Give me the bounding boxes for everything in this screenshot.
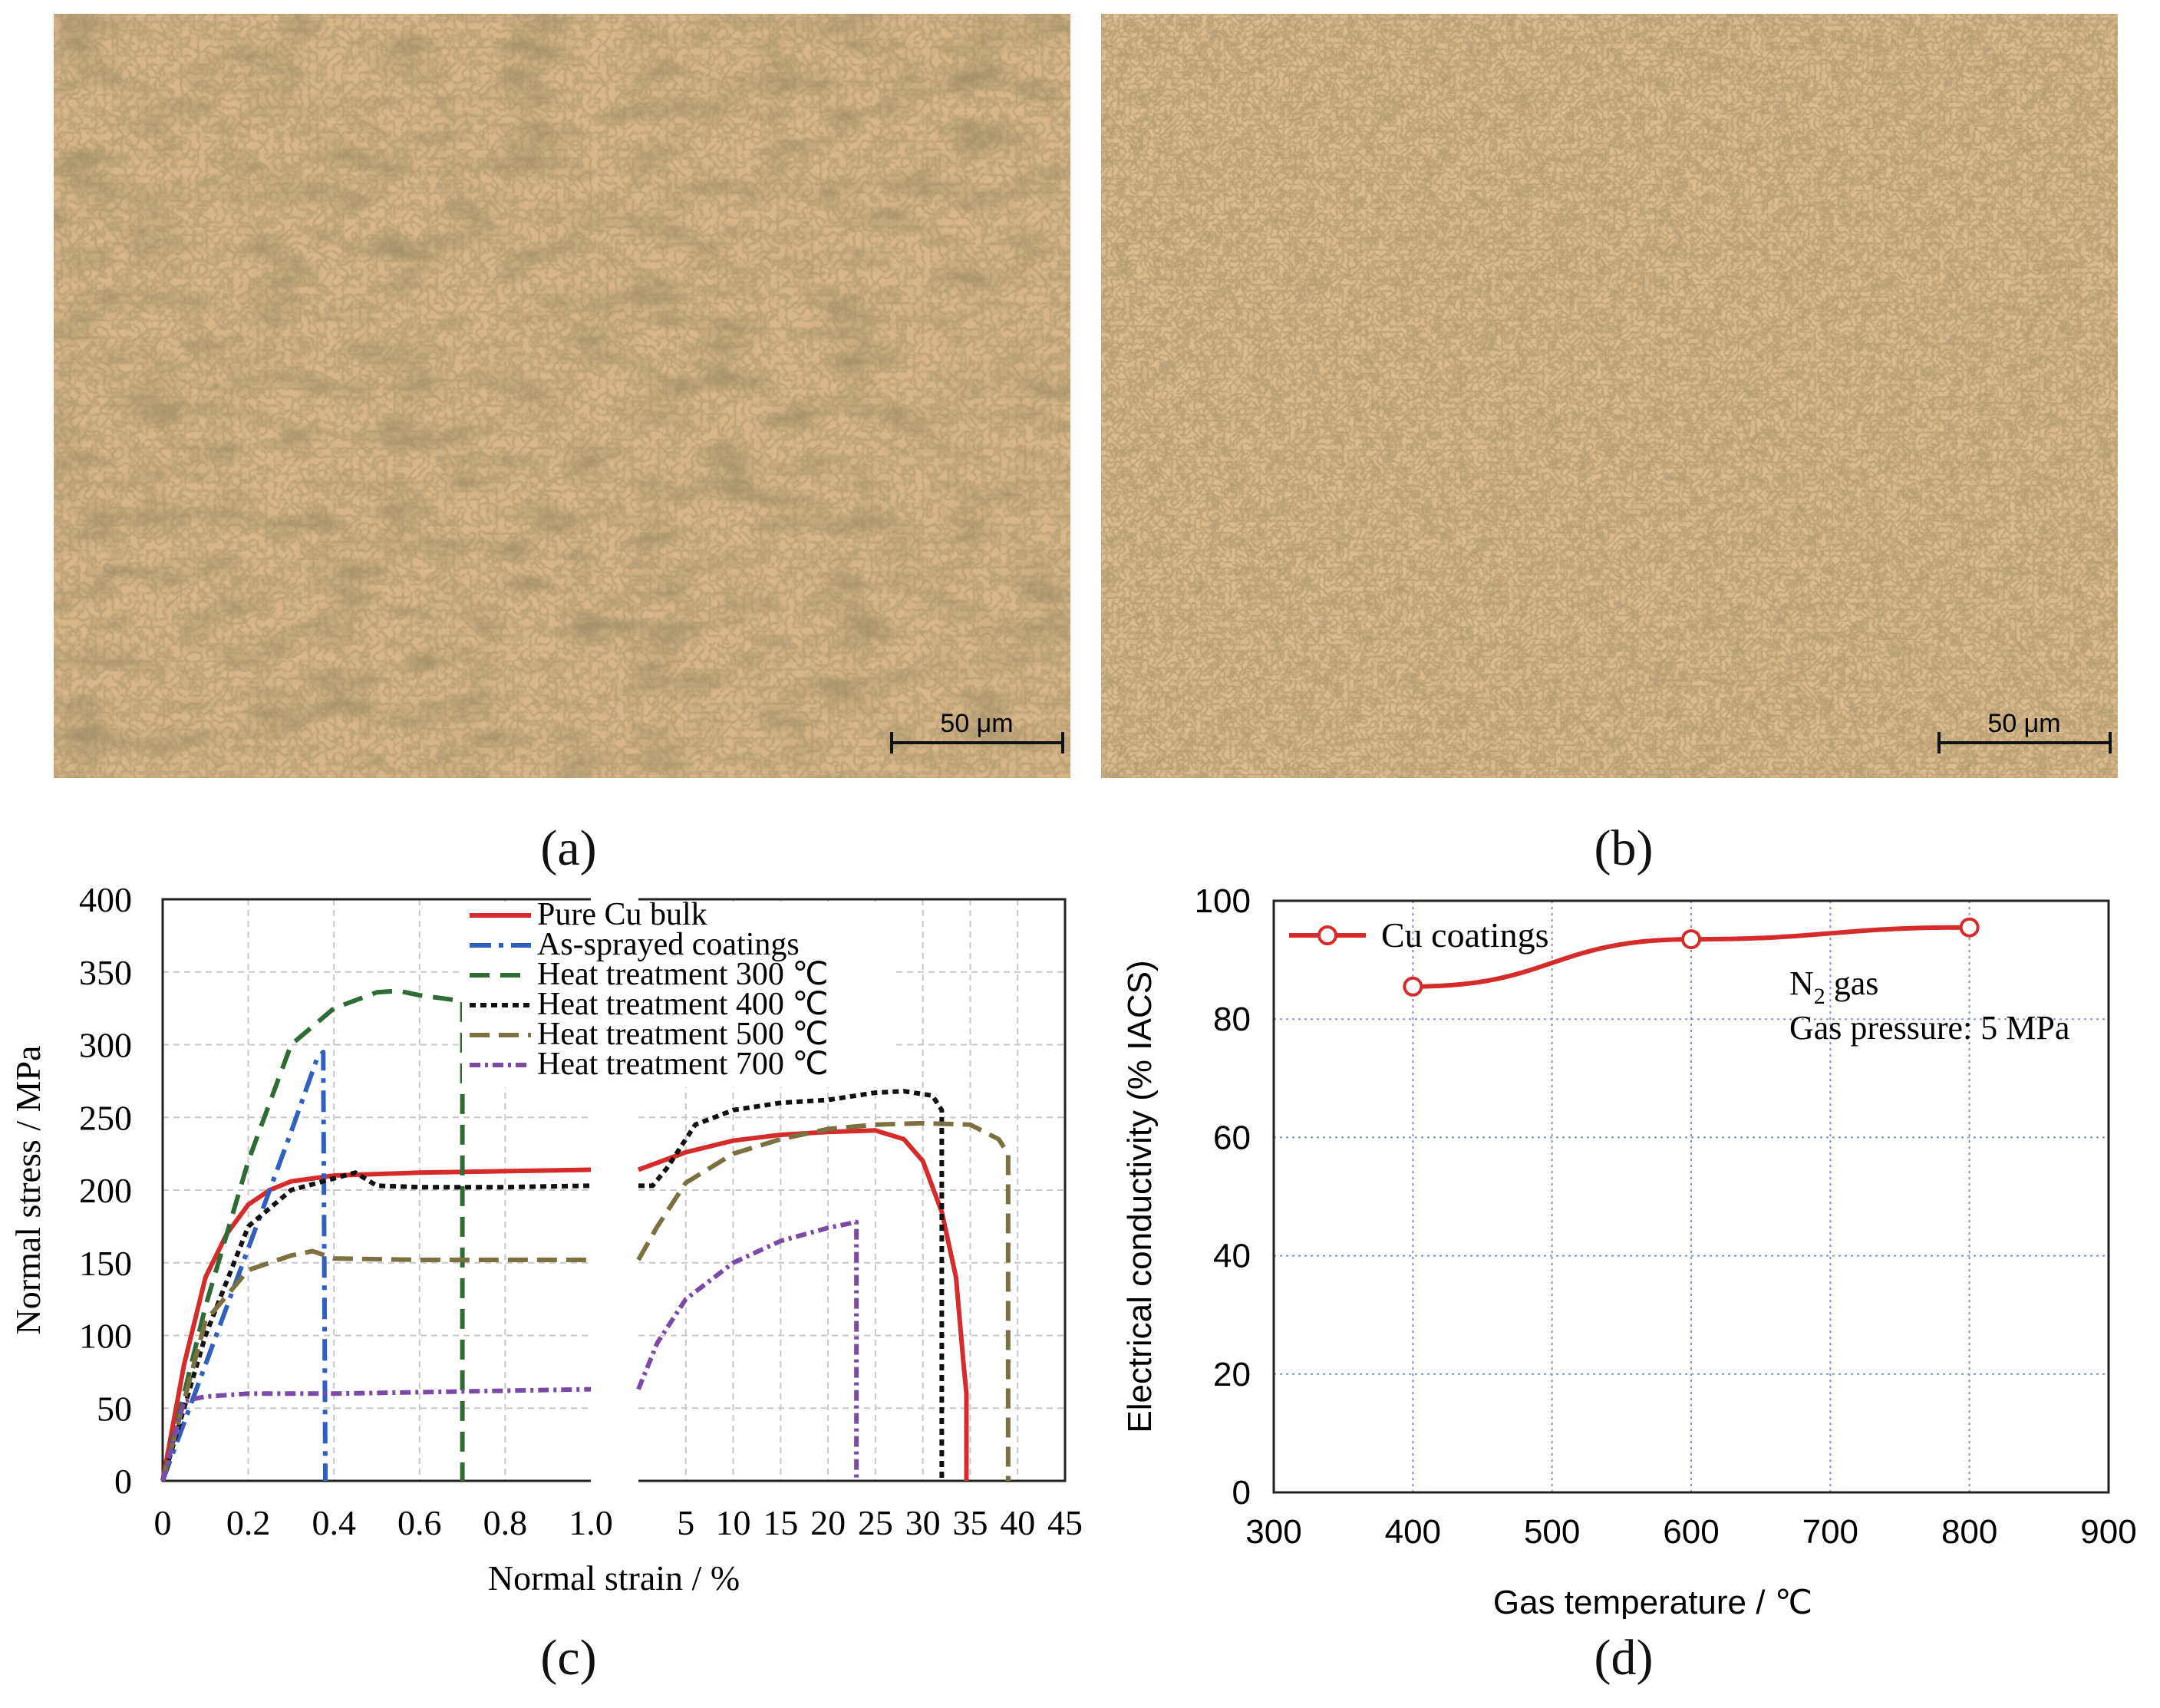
annotation-pressure: Gas pressure: 5 MPa: [1789, 1009, 2069, 1047]
y-tick-label: 300: [79, 1026, 132, 1065]
y-tick-label: 0: [1232, 1474, 1251, 1512]
data-point: [1959, 917, 1980, 938]
y-axis-title: Electrical conductivity (% IACS): [1121, 960, 1159, 1433]
x-tick-label: 500: [1524, 1513, 1580, 1551]
legend-marker: [1317, 925, 1337, 945]
micrograph-a-image: 50 μm: [54, 14, 1070, 778]
axis-frame-right: [638, 898, 1067, 1482]
y-tick-label: 80: [1213, 1001, 1251, 1038]
series-line-right-pure-cu-bulk: [637, 1128, 969, 1481]
x-tick-label-right: 40: [1000, 1503, 1035, 1542]
data-point: [1403, 976, 1423, 997]
plot-frame: [1272, 899, 2110, 1494]
series-line-left-as-sprayed-coatings: [160, 1049, 328, 1482]
series-line-left-heat-treatment-400: [160, 1170, 592, 1482]
y-tick-label: 400: [79, 880, 132, 919]
conductivity-chart: 300 400 500 600 700 800 900 0 20 40 60 80 100 Gas tem…: [1121, 882, 2137, 1619]
x-tick-label-left: 0.6: [397, 1503, 442, 1542]
panel-label-a: (a): [540, 820, 597, 876]
legend-background: [462, 902, 892, 1087]
x-axis-title: Gas temperature / ℃: [1493, 1584, 1812, 1619]
y-tick-label: 200: [79, 1171, 132, 1210]
legend-label: Heat treatment 400 ℃: [537, 987, 829, 1022]
y-tick-label: 50: [97, 1389, 132, 1428]
axis-frame-left: [161, 898, 591, 1482]
y-tick-label: 150: [79, 1244, 132, 1283]
series-line-right-heat-treatment-700: [636, 1219, 859, 1481]
x-tick-label-left: 1.0: [569, 1503, 613, 1542]
panel-label-b: (b): [1594, 820, 1654, 876]
x-tick-label-right: 15: [763, 1503, 798, 1542]
series-line-right-heat-treatment-500: [636, 1120, 1011, 1481]
legend-label: Heat treatment 500 ℃: [537, 1017, 829, 1052]
x-tick-label: 600: [1663, 1513, 1719, 1551]
series-line-left-pure-cu-bulk: [160, 1167, 592, 1482]
scale-bar-b: 50 μm: [1937, 709, 2112, 753]
y-tick-label: 60: [1213, 1119, 1251, 1156]
y-tick-label: 0: [114, 1462, 132, 1501]
x-tick-label-left: 0.2: [226, 1503, 271, 1542]
micrograph-b: 50 μm: [1101, 14, 2118, 778]
stress-strain-chart: 0 50 100 150 200 250 300 350 400 0 0.2 0.4 0.6 0.8 1.0…: [8, 880, 1083, 1598]
legend-label: Heat treatment 700 ℃: [537, 1047, 829, 1082]
x-tick-label-right: 10: [716, 1503, 751, 1542]
legend-label: As-sprayed coatings: [537, 927, 800, 962]
series-line-left-heat-treatment-500: [160, 1248, 591, 1482]
y-tick-label: 350: [79, 953, 132, 992]
x-tick-label-right: 5: [677, 1503, 694, 1542]
x-tick-label-left: 0: [154, 1503, 172, 1542]
x-tick-label: 300: [1245, 1513, 1301, 1551]
scale-bar-label-a: 50 μm: [940, 709, 1013, 738]
panel-label-c: (c): [540, 1630, 597, 1686]
series-line-left-heat-treatment-700: [160, 1387, 592, 1482]
x-tick-label: 400: [1385, 1513, 1441, 1551]
legend-label: Pure Cu bulk: [537, 897, 707, 932]
y-tick-label: 100: [1195, 882, 1251, 920]
legend-label: Cu coatings: [1381, 915, 1548, 955]
micrograph-a: 50 μm: [54, 14, 1070, 778]
x-tick-label-left: 0.8: [483, 1503, 528, 1542]
series-line-left-heat-treatment-300: [160, 988, 465, 1482]
x-tick-label-left: 0.4: [312, 1503, 356, 1542]
x-tick-label-right: 20: [810, 1503, 846, 1542]
y-tick-label: 20: [1213, 1356, 1251, 1393]
legend-label: Heat treatment 300 ℃: [537, 957, 829, 992]
x-tick-label-right: 30: [905, 1503, 941, 1542]
y-tick-label: 250: [79, 1098, 132, 1137]
data-point: [1681, 929, 1701, 950]
y-axis-title: Normal stress / MPa: [8, 1046, 48, 1335]
series-line-right-heat-treatment-400: [638, 1089, 945, 1481]
x-tick-label: 700: [1802, 1513, 1858, 1551]
x-tick-label-right: 35: [952, 1503, 988, 1542]
scale-bar-a: 50 μm: [890, 709, 1064, 753]
x-tick-label-right: 45: [1047, 1503, 1083, 1542]
micrograph-b-image: 50 μm: [1101, 14, 2118, 778]
annotation-gas: N2 gas: [1789, 964, 1878, 1009]
panel-label-d: (d): [1594, 1630, 1654, 1686]
y-tick-label: 100: [79, 1317, 132, 1356]
x-tick-label: 800: [1941, 1513, 1997, 1551]
y-tick-label: 40: [1213, 1238, 1251, 1275]
x-tick-label: 900: [2080, 1513, 2136, 1551]
x-axis-title: Normal strain / %: [488, 1558, 740, 1598]
x-tick-label-right: 25: [858, 1503, 893, 1542]
scale-bar-label-b: 50 μm: [1987, 709, 2060, 738]
